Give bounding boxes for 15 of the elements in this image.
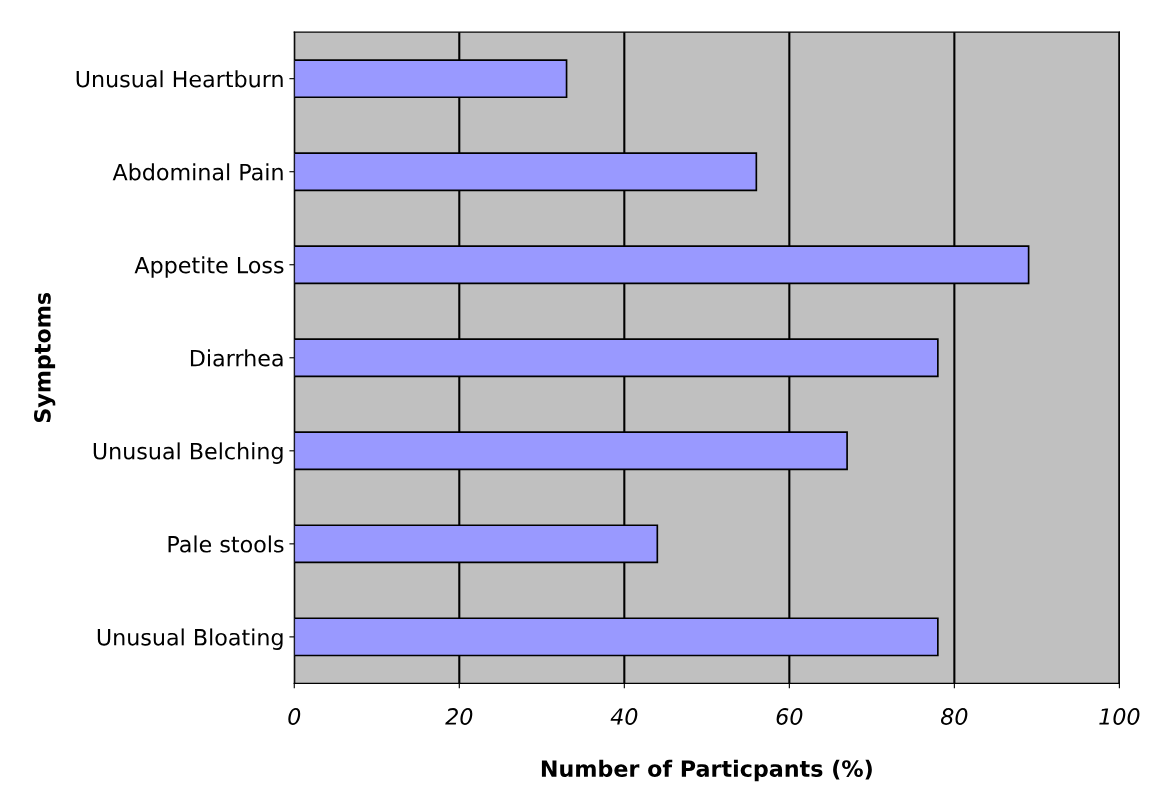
- x-tick-label: 20: [445, 708, 473, 725]
- y-tick-label: Pale stools: [168, 535, 284, 553]
- x-tick-label: 40: [610, 708, 638, 725]
- y-tick-label: Unusual Belching: [93, 442, 283, 464]
- x-tick-label: 60: [776, 708, 803, 725]
- y-tick-label: Appetite Loss: [134, 256, 284, 278]
- y-axis-title: Symptoms: [34, 292, 56, 423]
- y-tick-label: Diarrhea: [190, 349, 283, 367]
- x-axis-title: Number of Particpants (%): [541, 759, 872, 782]
- x-tick-label: 100: [1099, 708, 1140, 725]
- y-tick-label: Unusual Heartburn: [76, 70, 283, 88]
- y-tick-label: Abdominal Pain: [112, 163, 283, 181]
- y-tick-label: Unusual Bloating: [97, 628, 283, 650]
- x-tick-label: 80: [940, 708, 968, 725]
- x-tick-label: 0: [288, 708, 301, 725]
